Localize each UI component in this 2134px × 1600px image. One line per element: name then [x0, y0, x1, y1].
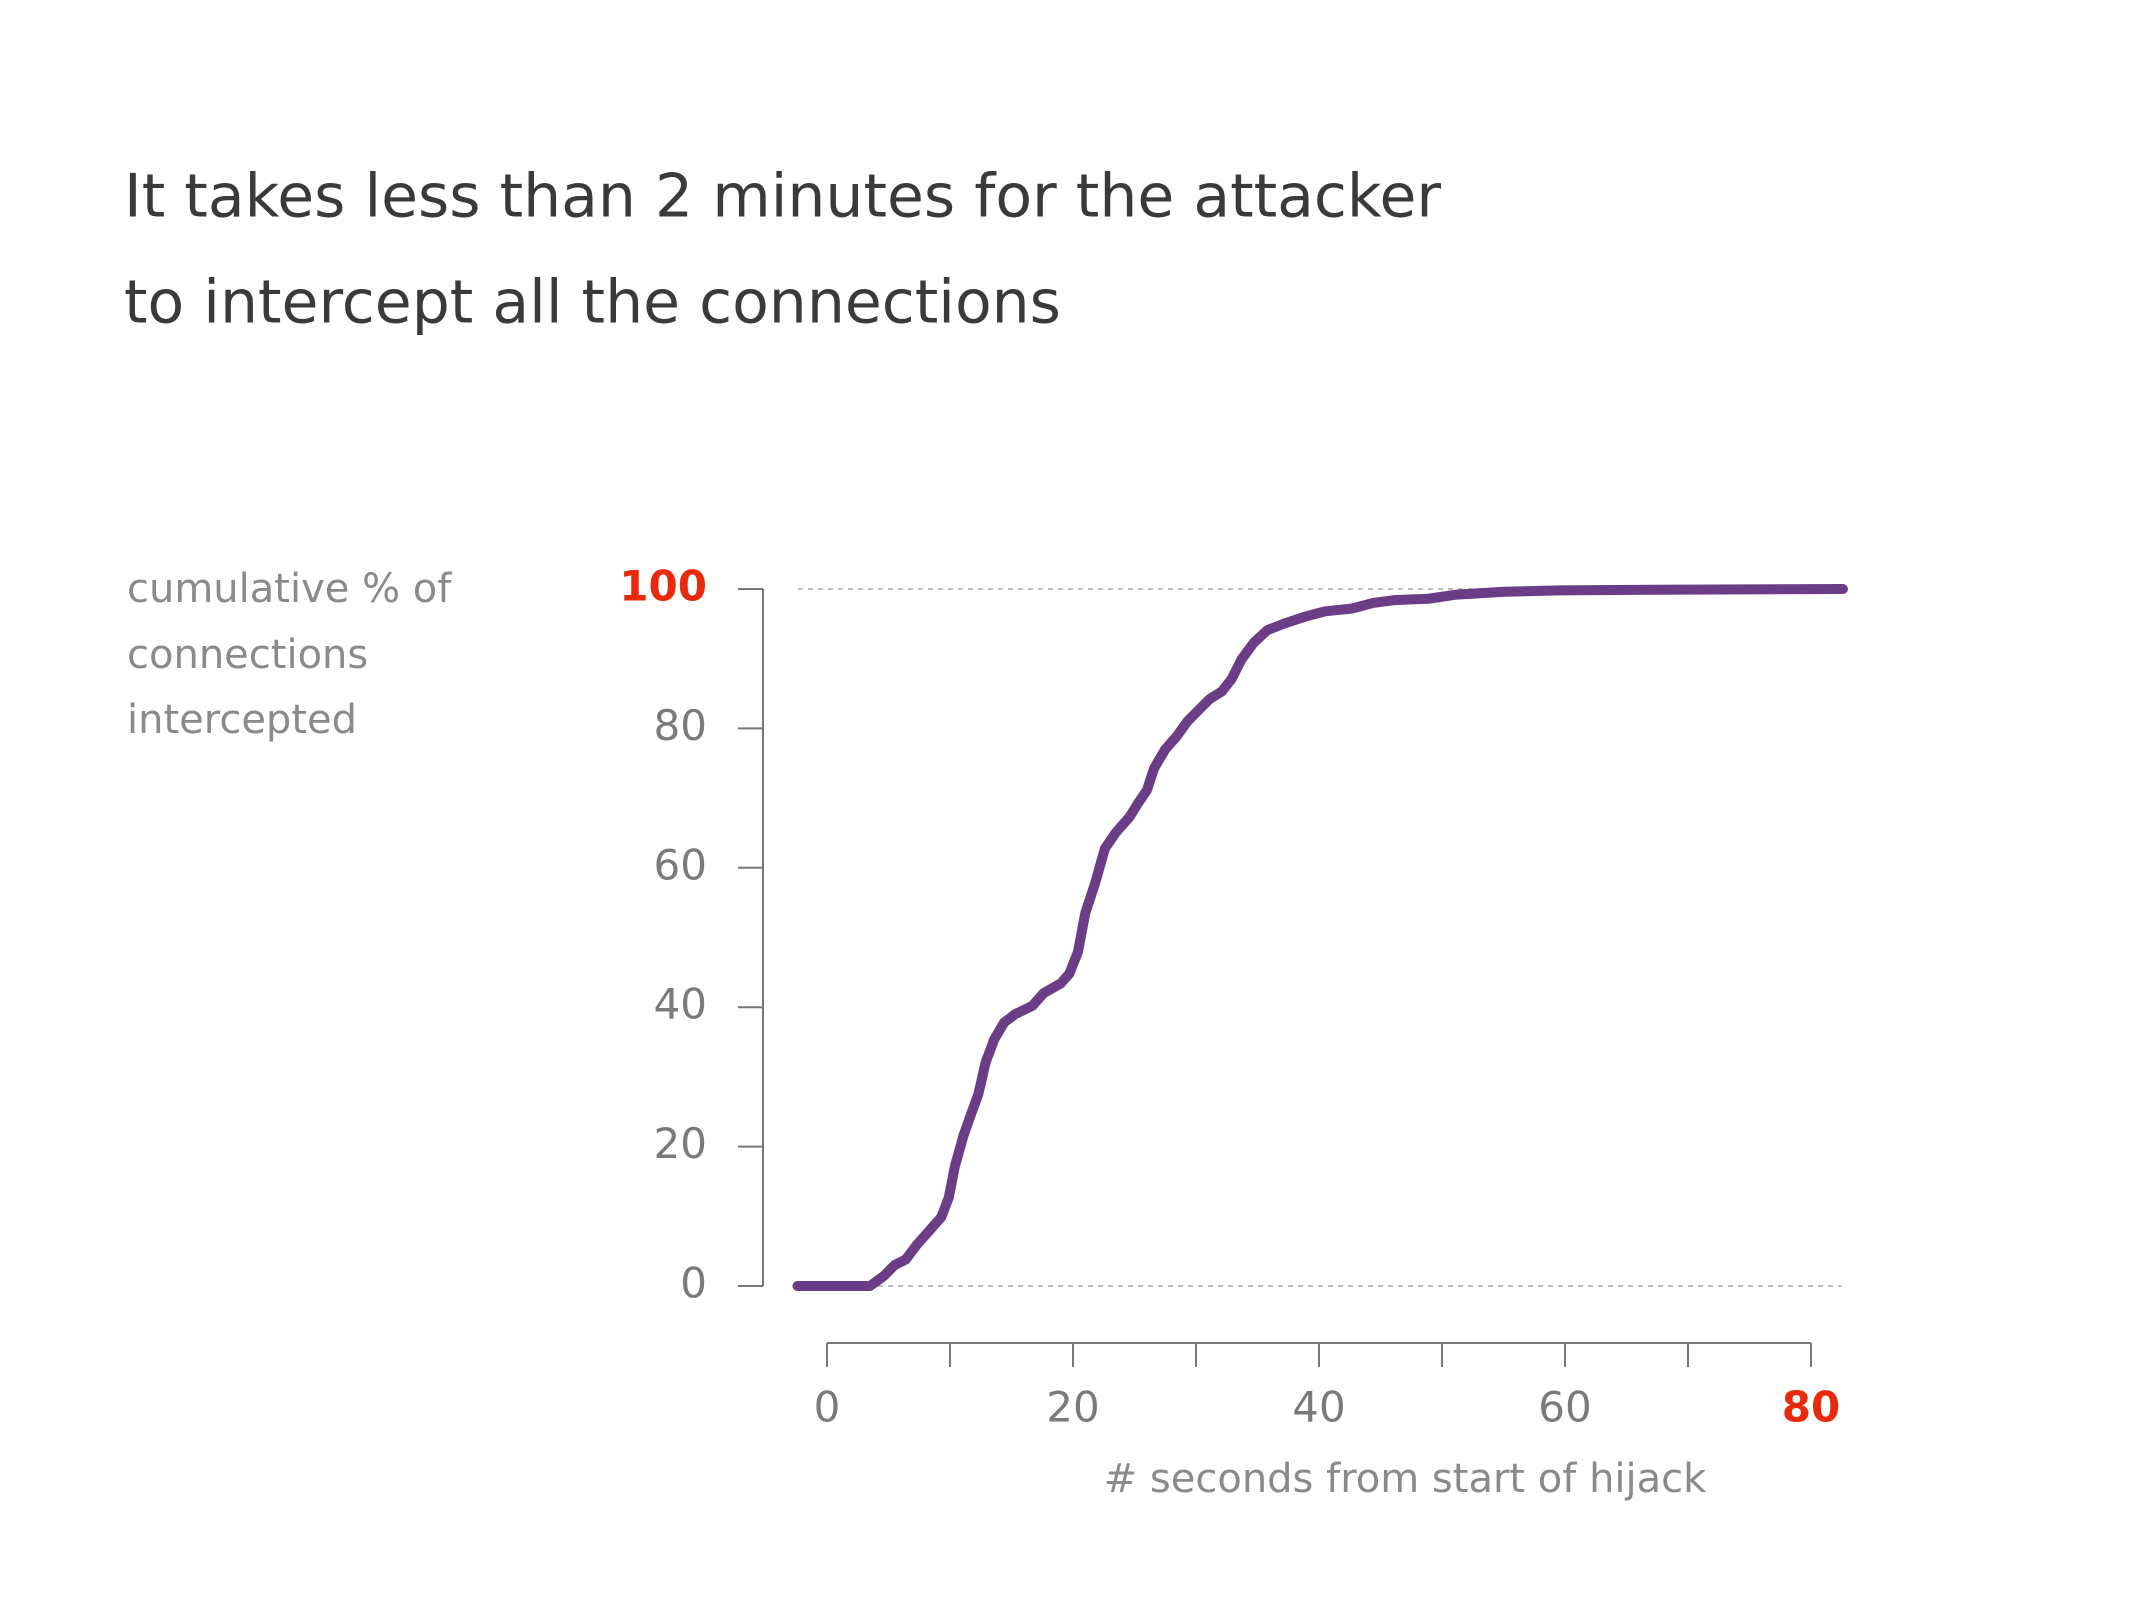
chart-title: to intercept all the connections	[124, 268, 1061, 338]
y-tick-label: 100	[619, 562, 707, 611]
x-axis-label: # seconds from start of hijack	[1104, 1456, 1707, 1502]
y-tick-label: 40	[654, 980, 707, 1029]
x-tick-label: 60	[1538, 1383, 1591, 1432]
y-axis-label: intercepted	[127, 697, 357, 743]
x-tick-label: 0	[814, 1383, 841, 1432]
data-line	[792, 584, 1848, 1291]
chart-title: It takes less than 2 minutes for the att…	[124, 162, 1441, 232]
y-axis-label: connections	[127, 632, 368, 678]
y-axis-label: cumulative % of	[127, 566, 452, 612]
y-tick-label: 20	[654, 1119, 707, 1168]
y-tick-label: 80	[654, 701, 707, 750]
y-tick-label: 60	[654, 840, 707, 889]
x-tick-label: 20	[1046, 1383, 1099, 1432]
x-tick-label: 40	[1292, 1383, 1345, 1432]
x-tick-label: 80	[1782, 1383, 1840, 1432]
y-tick-label: 0	[680, 1259, 707, 1308]
